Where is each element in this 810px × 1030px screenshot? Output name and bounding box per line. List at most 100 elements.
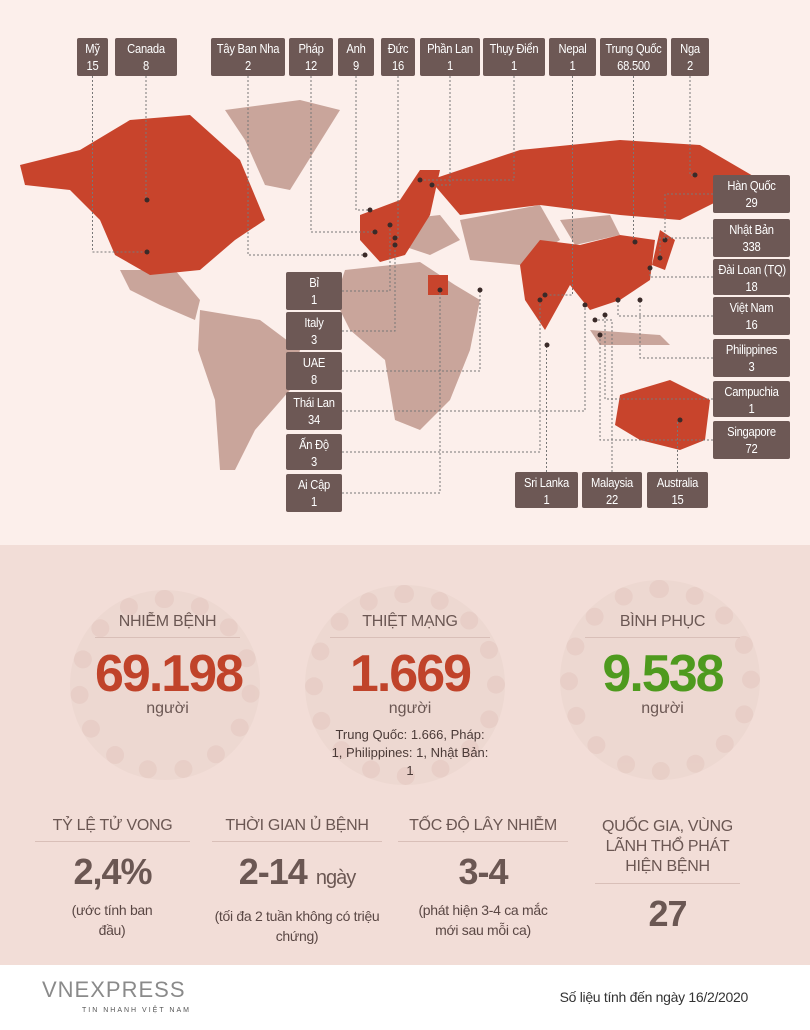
country-label: Phần Lan 1 bbox=[420, 38, 480, 76]
leader-line bbox=[545, 76, 573, 296]
stat-unit: người bbox=[641, 700, 684, 717]
country-label: Nhật Bản 338 bbox=[713, 219, 790, 257]
case-count: 8 bbox=[143, 58, 149, 73]
africa bbox=[335, 262, 480, 430]
stat-value: 69.198 bbox=[95, 645, 244, 703]
country-name: Nhật Bản bbox=[729, 222, 774, 237]
country-label: Việt Nam 16 bbox=[713, 297, 790, 335]
leader-line bbox=[689, 76, 695, 176]
location-pin bbox=[615, 297, 621, 303]
case-count: 1 bbox=[311, 494, 317, 509]
country-label: Philippines 3 bbox=[713, 339, 790, 377]
country-label: Canada 8 bbox=[115, 38, 177, 76]
logo-tagline: TIN NHANH VIỆT NAM bbox=[82, 1007, 191, 1014]
egypt bbox=[428, 275, 448, 295]
location-pin bbox=[437, 287, 443, 293]
western-europe bbox=[360, 170, 440, 262]
country-label: Ấn Độ 3 bbox=[286, 434, 342, 470]
country-name: Sri Lanka bbox=[524, 475, 569, 490]
case-count: 338 bbox=[742, 239, 761, 254]
case-count: 16 bbox=[745, 317, 758, 332]
country-name: UAE bbox=[302, 355, 326, 370]
stat-value: 9.538 bbox=[602, 645, 724, 703]
fact-note: (phát hiện 3-4 ca mắc mới sau mỗi ca) bbox=[418, 902, 548, 938]
stat-value: 1.669 bbox=[349, 645, 472, 703]
location-pin bbox=[602, 312, 608, 318]
location-pin bbox=[477, 287, 483, 293]
leader-line bbox=[342, 245, 396, 332]
leader-line bbox=[595, 319, 613, 472]
location-pin bbox=[632, 239, 638, 245]
leader-line bbox=[342, 290, 481, 372]
country-name: Đức bbox=[387, 41, 409, 56]
country-name: Bỉ bbox=[309, 275, 319, 290]
russia bbox=[430, 140, 760, 220]
australia bbox=[615, 380, 710, 450]
location-pin bbox=[677, 417, 683, 423]
case-count: 8 bbox=[311, 372, 317, 387]
location-pin bbox=[144, 197, 150, 203]
leader-line bbox=[342, 290, 441, 494]
leader-line bbox=[639, 300, 713, 359]
fact-title: QUỐC GIA, VÙNG LÃNH THỔ PHÁT HIỆN BỆNH bbox=[595, 817, 740, 884]
location-pin bbox=[372, 229, 378, 235]
case-count: 18 bbox=[745, 279, 758, 294]
country-name: Đài Loan (TQ) bbox=[718, 262, 786, 277]
leader-line bbox=[664, 193, 713, 240]
case-count: 3 bbox=[311, 454, 317, 469]
data-date-note: Số liệu tính đến ngày 16/2/2020 bbox=[559, 989, 749, 1005]
case-count: 1 bbox=[748, 401, 755, 416]
stat-infected: NHIỄM BỆNH 69.198 người bbox=[95, 613, 244, 717]
stat-title: NHIỄM BỆNH bbox=[95, 613, 240, 638]
country-label: Mỹ 15 bbox=[77, 38, 108, 76]
case-count: 22 bbox=[606, 492, 618, 507]
country-label: Sri Lanka 1 bbox=[515, 472, 578, 508]
fact-title: THỜI GIAN Ủ BỆNH bbox=[212, 817, 382, 842]
case-count: 15 bbox=[671, 492, 684, 507]
case-count: 2 bbox=[245, 58, 251, 73]
location-pin bbox=[144, 249, 150, 255]
location-pin bbox=[387, 222, 393, 228]
mongolia bbox=[560, 215, 620, 245]
country-label: UAE 8 bbox=[286, 352, 342, 390]
leader-line bbox=[342, 305, 586, 412]
case-count: 1 bbox=[511, 58, 517, 73]
leader-lines bbox=[92, 76, 713, 494]
fact-note: (tối đa 2 tuần không có triệu chứng) bbox=[214, 908, 380, 944]
country-label: Ai Cập 1 bbox=[286, 474, 342, 512]
case-count: 2 bbox=[687, 58, 693, 73]
country-name: Anh bbox=[346, 41, 366, 56]
north-america bbox=[20, 115, 265, 275]
country-label: Singapore 72 bbox=[713, 421, 790, 459]
case-count: 1 bbox=[569, 58, 576, 73]
country-label: Australia 15 bbox=[647, 472, 708, 508]
leader-line bbox=[546, 344, 547, 472]
location-pin bbox=[647, 265, 653, 271]
location-pin bbox=[429, 182, 435, 188]
leader-line bbox=[649, 268, 713, 278]
fact-value: 2-14 bbox=[238, 851, 308, 892]
case-count: 1 bbox=[543, 492, 550, 507]
logo-text: VNEXPRESS bbox=[42, 977, 186, 1002]
fact-unit: ngày bbox=[315, 867, 356, 889]
stat-unit: người bbox=[388, 700, 432, 717]
country-name: Ai Cập bbox=[297, 477, 331, 492]
case-count: 3 bbox=[748, 359, 755, 374]
country-name: Campuchia bbox=[724, 384, 779, 399]
country-label: Thái Lan 34 bbox=[286, 392, 342, 430]
leader-line bbox=[599, 335, 713, 441]
country-name: Hàn Quốc bbox=[727, 178, 776, 193]
case-count: 72 bbox=[745, 441, 758, 456]
leader-line bbox=[432, 76, 451, 186]
country-label: Campuchia 1 bbox=[713, 381, 790, 417]
country-label: Italy 3 bbox=[286, 312, 342, 350]
location-pin bbox=[597, 332, 603, 338]
case-count: 15 bbox=[86, 58, 99, 73]
mexico-central-america bbox=[120, 270, 200, 320]
country-name: Pháp bbox=[298, 41, 324, 56]
case-count: 29 bbox=[745, 195, 758, 210]
location-pin bbox=[657, 255, 663, 261]
location-pin bbox=[544, 342, 550, 348]
stat-title: THIỆT MẠNG bbox=[330, 613, 490, 638]
location-pin bbox=[542, 292, 548, 298]
